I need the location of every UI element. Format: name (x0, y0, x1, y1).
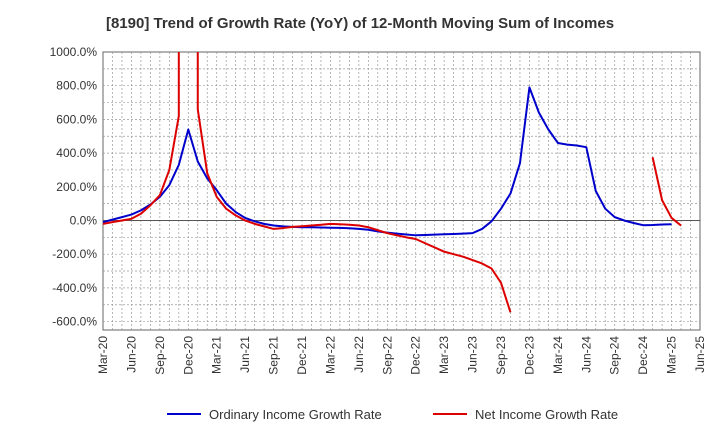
x-tick-label: Dec-20 (181, 336, 195, 375)
x-tick-label: Jun-25 (693, 336, 707, 373)
legend-label: Net Income Growth Rate (475, 407, 618, 422)
chart-title: [8190] Trend of Growth Rate (YoY) of 12-… (106, 15, 614, 32)
x-tick-label: Sep-24 (608, 336, 622, 375)
x-tick-label: Mar-20 (96, 336, 110, 374)
x-tick-label: Mar-25 (665, 336, 679, 374)
y-tick-label: 400.0% (56, 146, 97, 160)
x-tick-label: Sep-23 (494, 336, 508, 375)
net-income-line (196, 52, 512, 313)
y-tick-label: 0.0% (70, 213, 98, 227)
y-tick-label: 1000.0% (50, 45, 98, 59)
x-tick-label: Jun-20 (124, 336, 138, 373)
x-tick-label: Mar-24 (551, 336, 565, 374)
y-tick-label: -200.0% (52, 247, 97, 261)
x-tick-label: Mar-23 (437, 336, 451, 374)
legend-label: Ordinary Income Growth Rate (209, 407, 382, 422)
x-tick-label: Sep-20 (153, 336, 167, 375)
y-tick-label: 800.0% (56, 79, 97, 93)
x-axis: Mar-20 Jun-20 Sep-20 Dec-20 Mar-21 Jun-21 Sep-… (96, 336, 707, 375)
y-axis: 1000.0% 800.0% 600.0% 400.0% 200.0% 0.0% -200.… (50, 45, 98, 329)
legend: Ordinary Income Growth Rate Net Income Gr… (167, 407, 618, 422)
x-tick-label: Jun-21 (238, 336, 252, 373)
y-tick-label: -600.0% (52, 315, 97, 329)
grid (103, 52, 700, 330)
x-tick-label: Dec-23 (522, 336, 536, 375)
series-layer (103, 52, 682, 313)
x-tick-label: Jun-22 (352, 336, 366, 373)
net-income-line (103, 52, 180, 225)
x-tick-label: Sep-22 (380, 336, 394, 375)
x-tick-label: Dec-21 (295, 336, 309, 375)
x-tick-label: Jun-24 (579, 336, 593, 373)
x-tick-label: Dec-22 (409, 336, 423, 375)
x-tick-label: Mar-22 (323, 336, 337, 374)
plot-area (102, 51, 701, 331)
x-tick-label: Dec-24 (636, 336, 650, 375)
net-income-line (651, 157, 682, 227)
x-tick-label: Mar-21 (210, 336, 224, 374)
y-tick-label: 600.0% (56, 112, 97, 126)
y-tick-label: -400.0% (52, 281, 97, 295)
y-tick-label: 200.0% (56, 180, 97, 194)
x-tick-label: Sep-21 (267, 336, 281, 375)
x-tick-label: Jun-23 (466, 336, 480, 373)
